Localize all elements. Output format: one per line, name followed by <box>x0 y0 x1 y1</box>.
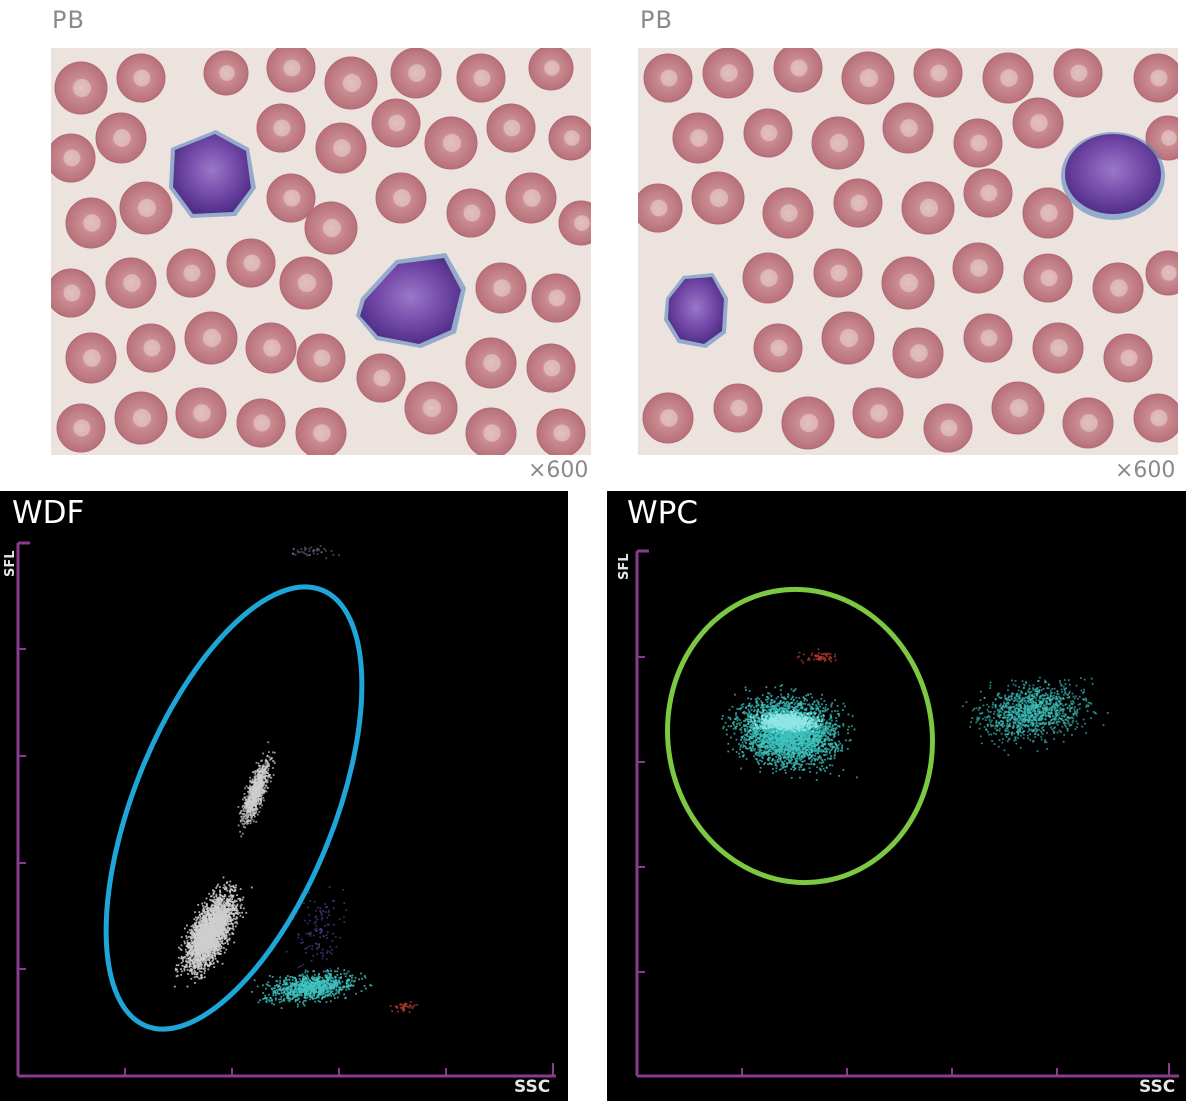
wdf-y-axis-label: SFL <box>3 550 18 577</box>
wdf-x-axis-label: SSC <box>514 1077 551 1097</box>
blast-cell-3 <box>1061 132 1165 220</box>
wdf-gate-ellipse <box>103 584 365 1032</box>
wdf-title: WDF <box>12 495 85 531</box>
panel-label-right: PB <box>640 6 673 34</box>
wdf-scattergram: WDF SFL SSC <box>0 491 568 1101</box>
magnification-right: ×600 <box>1115 458 1176 483</box>
wpc-scattergram: WPC SFL SSC <box>607 491 1186 1101</box>
wpc-y-axis-label: SFL <box>617 553 632 580</box>
magnification-left: ×600 <box>528 458 589 483</box>
wpc-gate-ellipse <box>665 586 935 886</box>
wpc-x-axis-label: SSC <box>1139 1077 1176 1097</box>
blast-cell-4 <box>664 273 728 348</box>
micrograph-right <box>638 48 1178 455</box>
micrograph-left <box>51 48 591 455</box>
blast-cell-1 <box>169 130 256 218</box>
blast-cell-2 <box>356 253 466 348</box>
panel-label-left: PB <box>52 6 85 34</box>
wpc-title: WPC <box>627 495 698 531</box>
